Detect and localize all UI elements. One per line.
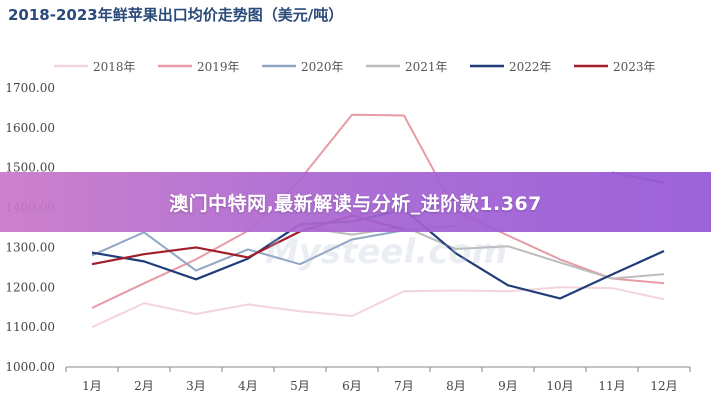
legend-label: 2021年 <box>405 60 448 74</box>
x-tick-label: 2月 <box>134 379 154 393</box>
legend: 2018年 2019年 2020年 2021年 2022年 2023年 <box>54 60 656 74</box>
watermark: Mysteel.com <box>265 232 508 272</box>
x-tick-label: 5月 <box>290 379 310 393</box>
x-tick-label: 1月 <box>82 379 102 393</box>
x-tick-label: 12月 <box>650 379 677 393</box>
legend-label: 2018年 <box>93 60 136 74</box>
series-line-2021年 <box>299 225 665 280</box>
y-tick-label: 1200.00 <box>5 280 55 294</box>
legend-label: 2019年 <box>197 60 240 74</box>
legend-label: 2022年 <box>509 60 552 74</box>
y-tick-label: 1500.00 <box>5 161 55 175</box>
axes: 1月 2月 3月 4月 5月 6月 7月 8月 9月 10月 11月 12月 1000.00 1100.0… <box>5 81 691 393</box>
x-tick-label: 3月 <box>186 379 206 393</box>
y-tick-label: 1100.00 <box>5 320 55 334</box>
series-line-2018年 <box>91 286 665 329</box>
x-tick-label: 7月 <box>394 379 414 393</box>
y-tick-label: 1300.00 <box>5 240 55 254</box>
legend-label: 2023年 <box>613 60 656 74</box>
chart-title: 2018-2023年鲜苹果出口均价走势图（美元/吨） <box>8 6 344 24</box>
banner-text: 澳门中特网,最新解读与分析_进阶款1.367 <box>169 192 542 215</box>
y-tick-label: 1700.00 <box>5 81 55 95</box>
x-tick-label: 6月 <box>342 379 362 393</box>
x-tick-label: 11月 <box>598 379 625 393</box>
legend-label: 2020年 <box>301 60 344 74</box>
series-lines <box>91 113 665 329</box>
x-tick-label: 9月 <box>498 379 518 393</box>
x-tick-label: 4月 <box>238 379 258 393</box>
y-tick-label: 1000.00 <box>5 360 55 374</box>
y-tick-label: 1600.00 <box>5 121 55 135</box>
x-tick-label: 8月 <box>446 379 466 393</box>
overlay-banner: 澳门中特网,最新解读与分析_进阶款1.367 <box>0 172 711 232</box>
x-tick-label: 10月 <box>546 379 573 393</box>
